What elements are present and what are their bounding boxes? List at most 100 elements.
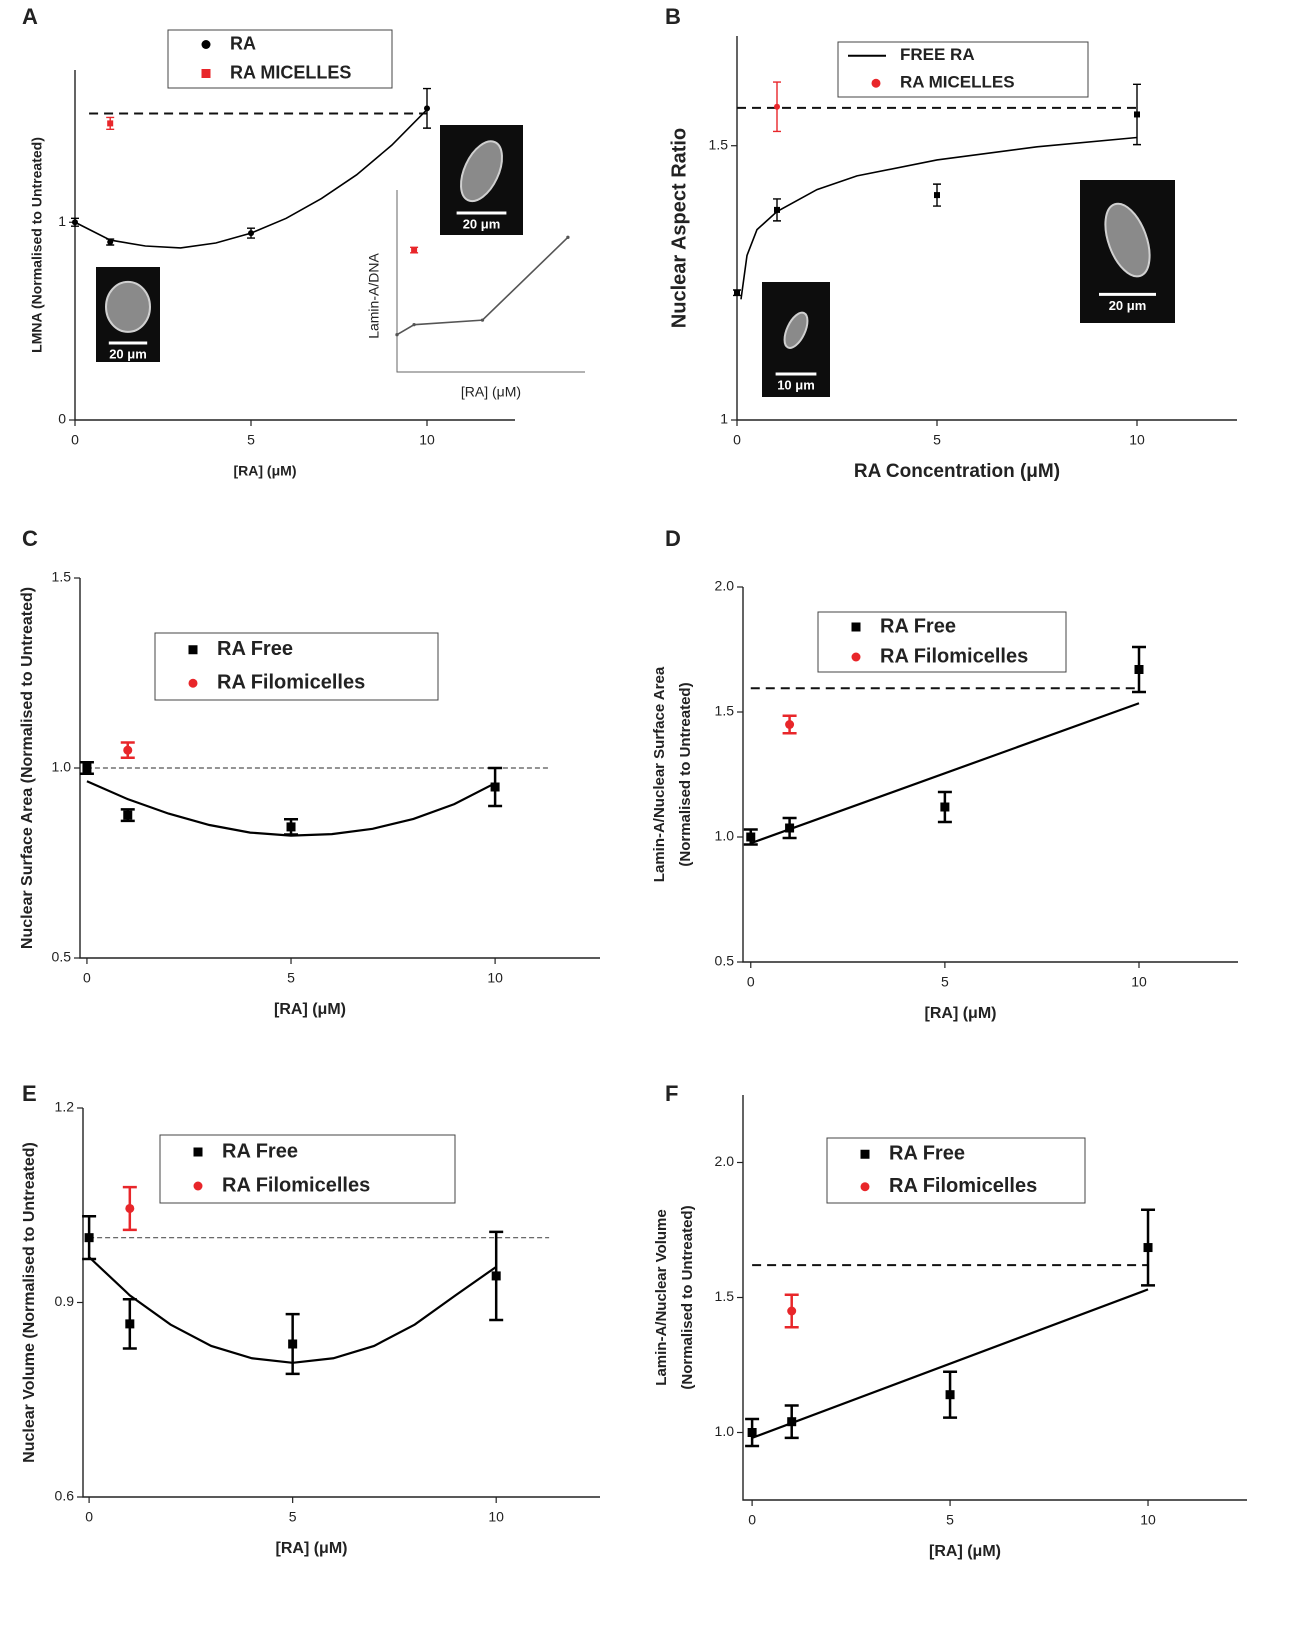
legend-box (837, 41, 1089, 98)
data-point (566, 235, 570, 239)
legend-label: RA Free (889, 1143, 965, 1165)
y-tick-label: 1.5 (715, 703, 735, 719)
x-tick-label: 0 (747, 974, 755, 990)
data-point (747, 1428, 757, 1437)
data-point (125, 1203, 135, 1213)
legend-label: RA Free (217, 638, 293, 660)
fit-line (740, 136, 1138, 300)
y-tick-label: 2.0 (715, 578, 735, 594)
data-point (1143, 1243, 1153, 1253)
panel-letter: B (665, 4, 681, 29)
legend-label: RA Filomicelles (217, 672, 365, 694)
legend-label: RA Filomicelles (880, 645, 1028, 667)
data-point (1134, 665, 1144, 674)
legend-box (826, 1137, 1086, 1204)
x-tick-label: 10 (487, 970, 503, 986)
data-point (125, 1319, 135, 1329)
data-point (82, 763, 92, 773)
nucleus (459, 140, 504, 203)
x-tick-label: 5 (941, 974, 949, 990)
x-axis-label: [RA] (μM) (234, 463, 297, 479)
y-tick-label: 1.5 (709, 136, 729, 152)
fit-line (88, 1256, 497, 1364)
legend-label: RA (230, 33, 256, 53)
axis-line (742, 1095, 1247, 1501)
x-tick-label: 10 (1131, 974, 1147, 990)
scale-label: 20 μm (463, 216, 501, 231)
fit-line (86, 780, 496, 837)
data-point (395, 333, 399, 337)
x-tick-label: 5 (287, 970, 295, 986)
y-tick-label: 1 (720, 411, 728, 427)
y-axis-label: Lamin-A/Nuclear Volume (653, 1209, 670, 1385)
panel-letter: A (22, 4, 38, 29)
y-tick-label: 1.2 (55, 1099, 75, 1115)
y-axis-label: Lamin-A/Nuclear Surface Area (651, 666, 668, 882)
y-axis-label: Nuclear Aspect Ratio (668, 128, 690, 328)
legend-box (154, 632, 439, 701)
x-tick-label: 0 (748, 1512, 756, 1528)
data-point (774, 206, 780, 213)
x-tick-label: 5 (247, 432, 255, 448)
fit-line (750, 702, 1140, 845)
inset-y-label: Lamin-A/DNA (366, 253, 382, 339)
data-point (940, 802, 950, 812)
data-point (84, 1233, 94, 1243)
data-point (107, 120, 114, 127)
data-point (412, 323, 416, 327)
y-tick-label: 1.5 (715, 1288, 735, 1304)
y-axis-label: Nuclear Volume (Normalised to Untreated) (21, 1142, 38, 1463)
x-axis-label: [RA] (μM) (274, 1001, 346, 1018)
x-tick-label: 5 (946, 1512, 954, 1528)
scale-label: 20 μm (1109, 298, 1147, 313)
x-axis-label: [RA] (μM) (925, 1005, 997, 1022)
data-point (934, 192, 940, 199)
legend-marker (851, 622, 861, 632)
nucleus (105, 280, 151, 333)
data-point (787, 1306, 797, 1316)
legend-box (159, 1134, 456, 1204)
legend-marker (188, 645, 198, 655)
y-tick-label: 0.9 (55, 1293, 75, 1309)
legend-marker (860, 1149, 870, 1159)
x-tick-label: 10 (419, 432, 435, 448)
legend-marker (201, 40, 211, 49)
panel-letter: C (22, 526, 38, 551)
x-tick-label: 10 (1140, 1512, 1156, 1528)
x-tick-label: 0 (83, 970, 91, 986)
x-axis-label: [RA] (μM) (929, 1543, 1001, 1560)
legend-marker (851, 652, 861, 662)
data-point (123, 810, 133, 820)
y-tick-label: 0.5 (715, 953, 735, 969)
legend-box (817, 611, 1067, 673)
legend-label: RA Free (880, 615, 956, 637)
y-tick-label: 2.0 (715, 1153, 735, 1169)
data-point (945, 1390, 955, 1400)
data-point (491, 1271, 501, 1281)
y-axis-label: (Normalised to Untreated) (679, 1205, 696, 1389)
legend-marker (201, 69, 211, 78)
legend-marker (860, 1182, 870, 1192)
x-tick-label: 5 (289, 1509, 297, 1525)
data-point (123, 745, 133, 755)
x-tick-label: 0 (71, 432, 79, 448)
legend-label: RA MICELLES (230, 62, 351, 82)
inset-x-label: [RA] (μM) (461, 384, 521, 400)
legend-label: RA MICELLES (900, 73, 1015, 92)
legend-marker (871, 78, 881, 88)
x-tick-label: 10 (488, 1509, 504, 1525)
legend-marker (188, 678, 198, 688)
data-point (480, 318, 485, 322)
y-tick-label: 1 (58, 213, 66, 229)
x-axis-label: RA Concentration (μM) (854, 461, 1060, 482)
x-tick-label: 5 (933, 432, 941, 448)
nucleus (783, 311, 809, 349)
data-point (411, 247, 418, 254)
y-tick-label: 0.5 (52, 949, 72, 965)
legend-marker (193, 1147, 203, 1157)
legend-label: RA Filomicelles (889, 1175, 1037, 1197)
nucleus (1104, 202, 1151, 278)
y-tick-label: 1.5 (52, 569, 72, 585)
legend-label: FREE RA (900, 45, 975, 64)
